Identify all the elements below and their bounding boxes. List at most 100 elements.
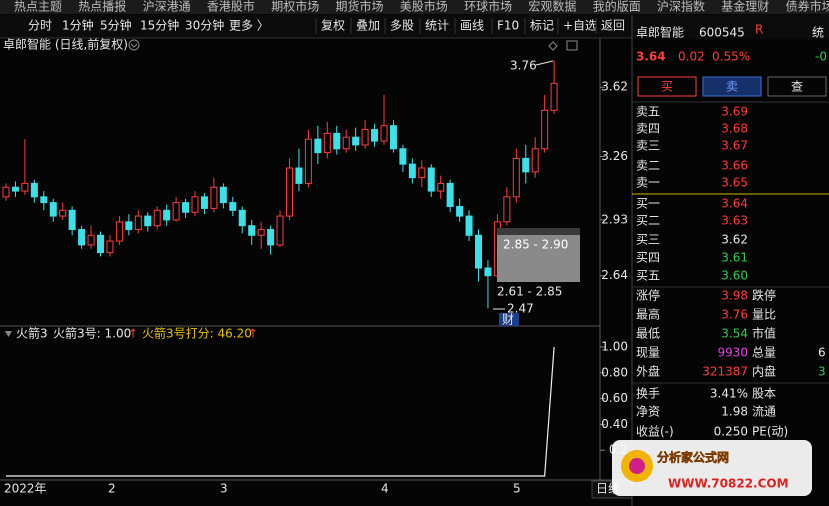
diamond-icon[interactable] <box>548 41 558 51</box>
toolbar-button[interactable]: 画线 <box>460 19 484 33</box>
stat-value: 3.76 <box>721 308 748 322</box>
candle-body <box>115 221 123 242</box>
candle-body <box>522 157 530 173</box>
ask-label: 卖三 <box>636 139 660 153</box>
indicator-arrow: ↑ <box>128 327 138 341</box>
candle-body <box>30 182 38 198</box>
candle-body <box>541 109 549 150</box>
ask-price: 3.65 <box>721 176 748 190</box>
nav-item[interactable]: 债券市场 <box>786 0 829 14</box>
bid-price: 3.61 <box>721 251 748 265</box>
action-button[interactable] <box>637 76 697 97</box>
nav-item[interactable]: 宏观数据 <box>528 0 576 14</box>
stat-label: 最低 <box>636 327 660 341</box>
range-label: 2.61 - 2.85 <box>497 285 562 299</box>
period-button[interactable]: 分时 <box>28 19 52 33</box>
candle-body <box>446 182 454 207</box>
candle-body <box>219 186 227 204</box>
stat-value: 3.98 <box>721 289 748 303</box>
nav-item[interactable]: 环球市场 <box>464 0 512 14</box>
y-tick-label: 0.60 <box>601 391 628 405</box>
stat-label: 内盘 <box>752 364 776 379</box>
indicator-line <box>6 346 555 477</box>
period-button[interactable]: 15分钟 <box>140 18 179 33</box>
truncated-label: 统 <box>812 26 824 40</box>
stat-label: 现量 <box>636 346 660 360</box>
candle-body <box>484 267 492 277</box>
candle-body <box>229 202 237 211</box>
action-label[interactable]: 买 <box>661 80 673 94</box>
watermark-url: WWW.70822.COM <box>668 477 789 491</box>
candle-body <box>380 125 388 142</box>
candle-body <box>323 132 331 154</box>
candle-body <box>78 229 86 246</box>
high-arrow <box>535 60 554 66</box>
ask-price: 3.68 <box>721 122 748 136</box>
toolbar-button[interactable]: 统计 <box>425 19 449 33</box>
stock-name: 卓郎智能 <box>636 25 684 40</box>
nav-item[interactable]: 期权市场 <box>271 0 319 14</box>
bid-label: 买四 <box>636 251 660 265</box>
stat-label: 净资 <box>636 405 660 419</box>
y-tick-label: 1.00 <box>601 340 628 354</box>
candle-body <box>172 202 180 221</box>
period-button[interactable]: 5分钟 <box>100 18 132 33</box>
period-button[interactable]: 30分钟 <box>185 18 224 33</box>
action-label[interactable]: 卖 <box>726 80 738 94</box>
candle-body <box>333 132 341 150</box>
nav-item[interactable]: 我的版面 <box>593 0 641 14</box>
toolbar-button[interactable]: 复权 <box>321 19 345 33</box>
stat-label: 股本 <box>752 387 776 401</box>
candle-body <box>286 167 293 217</box>
nav-item[interactable]: 沪深港通 <box>143 0 191 14</box>
candle-body <box>125 221 133 231</box>
toolbar-button[interactable]: 多股 <box>390 19 414 33</box>
bid-label: 买三 <box>636 233 660 247</box>
period-button[interactable]: 1分钟 <box>62 18 94 33</box>
y-tick-label: 3.26 <box>601 149 628 163</box>
stat-value: 1.98 <box>721 405 748 419</box>
window-icon[interactable] <box>566 40 578 51</box>
top-nav-bar <box>0 0 829 14</box>
candle-body <box>144 215 152 227</box>
action-button[interactable] <box>767 76 827 97</box>
candle-body <box>106 240 114 254</box>
nav-item[interactable]: 沪深指数 <box>657 0 705 14</box>
indicator-line-label: 火箭3号: 1.00 <box>53 326 131 341</box>
stat-value: 321387 <box>702 365 748 379</box>
candle-body <box>352 136 360 146</box>
ask-price: 3.69 <box>721 105 748 119</box>
menu-chevron <box>130 43 138 48</box>
nav-item[interactable]: 美股市场 <box>400 0 448 14</box>
toolbar-button[interactable]: 标记 <box>530 19 554 33</box>
range-box <box>497 235 580 282</box>
bid-price: 3.63 <box>721 214 748 228</box>
truncated-value: 3 <box>818 365 826 379</box>
menu-icon[interactable] <box>128 39 140 51</box>
candle-body <box>456 205 464 217</box>
toolbar-button[interactable]: +自选 <box>563 19 597 33</box>
toolbar-button[interactable]: 返回 <box>601 19 625 33</box>
candle-body <box>550 82 558 111</box>
y-tick-label: 3.62 <box>601 80 628 94</box>
nav-item[interactable]: 香港股市 <box>207 0 255 14</box>
nav-item[interactable]: 热点播报 <box>78 0 126 14</box>
candle-body <box>314 138 322 154</box>
period-button[interactable]: 更多 〉 <box>229 19 269 33</box>
toolbar-button[interactable]: 叠加 <box>356 19 380 33</box>
nav-item[interactable]: 期货市场 <box>336 0 384 14</box>
stat-label: 量比 <box>752 308 776 322</box>
collapse-icon <box>5 331 12 337</box>
candle-body <box>163 209 171 221</box>
nav-item[interactable]: 基金理财 <box>721 0 769 14</box>
candle-body <box>210 186 218 209</box>
nav-item[interactable]: 热点主题 <box>14 0 62 14</box>
candle-body <box>267 229 275 246</box>
action-label[interactable]: 查 <box>791 80 803 94</box>
stat-value: 9930 <box>717 346 748 360</box>
stat-label: 总量 <box>752 346 776 360</box>
toolbar-button[interactable]: F10 <box>497 19 519 33</box>
candle-body <box>512 157 520 198</box>
action-button[interactable] <box>702 76 762 97</box>
